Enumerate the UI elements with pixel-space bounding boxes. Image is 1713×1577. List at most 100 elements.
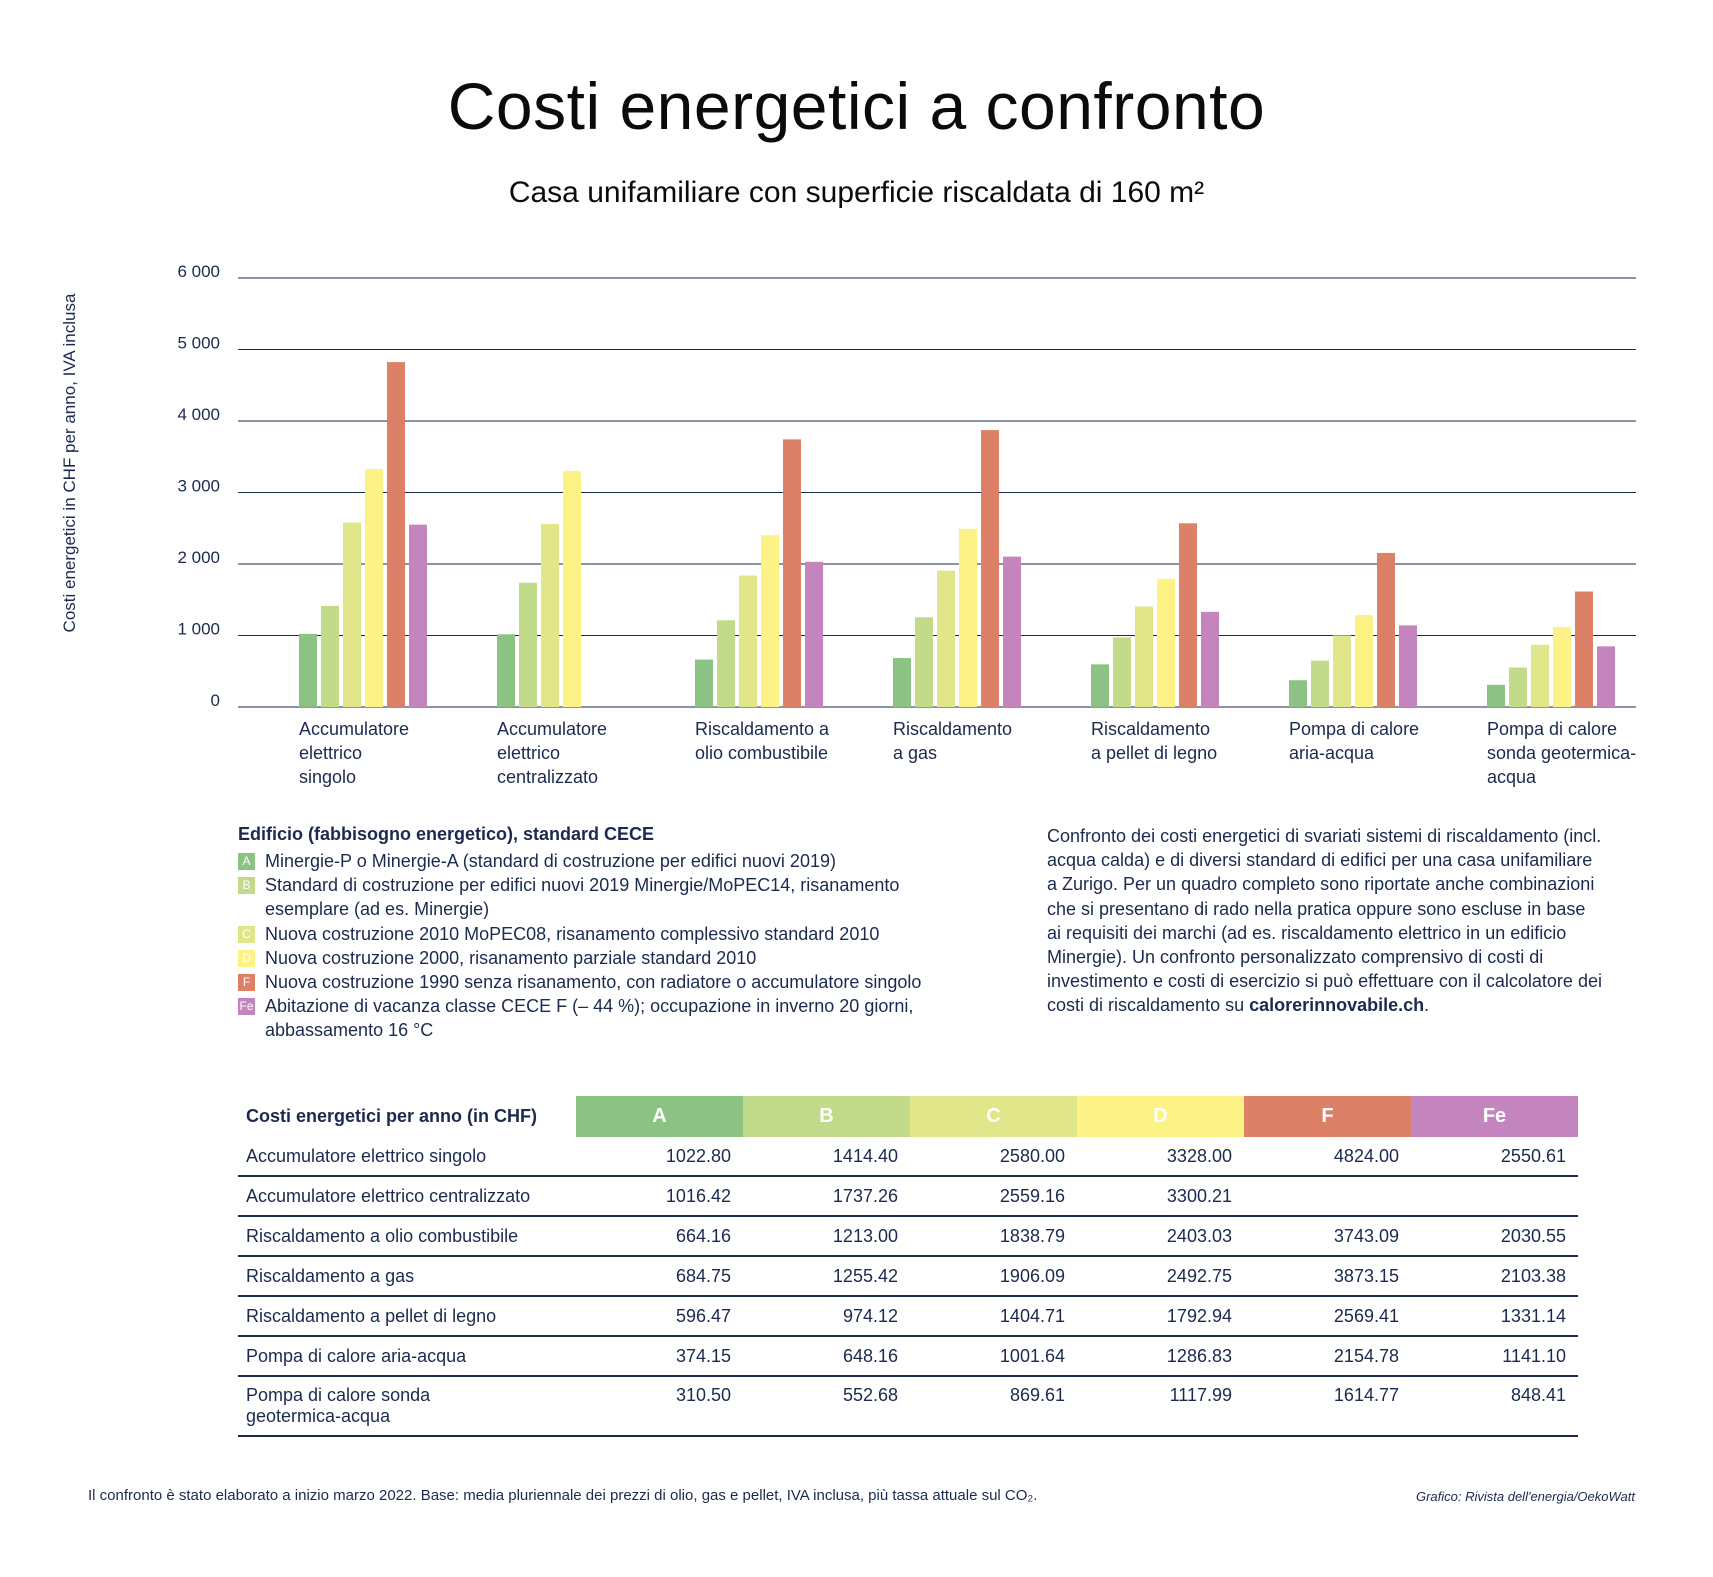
table-row-label: Riscaldamento a gas bbox=[238, 1256, 576, 1297]
bar-c bbox=[343, 522, 361, 707]
bar-d bbox=[959, 528, 977, 707]
table-cell: 684.75 bbox=[576, 1256, 743, 1297]
x-tick-label: centralizzato bbox=[497, 767, 598, 787]
table-row-label: Riscaldamento a olio combustibile bbox=[238, 1216, 576, 1257]
legend-swatch: A bbox=[238, 853, 255, 870]
table-cell: 1213.00 bbox=[743, 1216, 910, 1257]
table-cell: 1141.10 bbox=[1411, 1336, 1578, 1377]
table-cell: 2550.61 bbox=[1411, 1137, 1578, 1177]
table-cell: 596.47 bbox=[576, 1296, 743, 1337]
table-cell: 374.15 bbox=[576, 1336, 743, 1377]
description-line: a Zurigo. Per un quadro completo sono ri… bbox=[1047, 874, 1595, 895]
table-header-f: F bbox=[1244, 1096, 1411, 1137]
table-cell: 1906.09 bbox=[910, 1256, 1077, 1297]
legend-swatch: Fe bbox=[238, 998, 255, 1016]
bar-c bbox=[1333, 635, 1351, 707]
table-cell: 1117.99 bbox=[1077, 1376, 1244, 1437]
table-cell: 3873.15 bbox=[1244, 1256, 1411, 1297]
description-text: costi di riscaldamento su bbox=[1047, 995, 1250, 1016]
table-cell: 2492.75 bbox=[1077, 1256, 1244, 1297]
table-cell bbox=[1411, 1176, 1578, 1217]
legend-swatch: B bbox=[238, 877, 255, 895]
x-tick-label: elettrico bbox=[497, 743, 560, 763]
table-cell: 2569.41 bbox=[1244, 1296, 1411, 1337]
y-tick-label: 0 bbox=[211, 691, 220, 710]
table-cell: 1001.64 bbox=[910, 1336, 1077, 1377]
y-tick-label: 5 000 bbox=[177, 334, 220, 353]
bar-a bbox=[1289, 680, 1307, 707]
table-header-fe: Fe bbox=[1411, 1096, 1578, 1137]
page-subtitle: Casa unifamiliare con superficie riscald… bbox=[508, 176, 1205, 209]
table-row-label: Riscaldamento a pellet di legno bbox=[238, 1296, 576, 1337]
table-cell: 1022.80 bbox=[576, 1137, 743, 1177]
table-cell: 1414.40 bbox=[743, 1137, 910, 1177]
table-row-label: Pompa di calore aria-acqua bbox=[238, 1336, 576, 1377]
x-tick-label: Pompa di calore bbox=[1487, 719, 1617, 739]
table-cell: 1614.77 bbox=[1244, 1376, 1411, 1437]
table-cell: 2559.16 bbox=[910, 1176, 1077, 1217]
bar-d bbox=[1157, 578, 1175, 707]
bar-fe bbox=[1003, 556, 1021, 707]
legend-text: Standard di costruzione per edifici nuov… bbox=[265, 875, 900, 920]
y-axis-title: Costi energetici in CHF per anno, IVA in… bbox=[60, 293, 79, 633]
x-tick-label: singolo bbox=[299, 767, 356, 787]
bar-fe bbox=[1399, 625, 1417, 707]
bar-c bbox=[1135, 606, 1153, 707]
table-cell: 3743.09 bbox=[1244, 1216, 1411, 1257]
x-tick-label: elettrico bbox=[299, 743, 362, 763]
y-tick-label: 6 000 bbox=[177, 262, 220, 281]
bar-c bbox=[739, 575, 757, 707]
bar-a bbox=[299, 633, 317, 707]
bar-f bbox=[1377, 552, 1395, 707]
table-cell: 974.12 bbox=[743, 1296, 910, 1337]
table-cell: 1792.94 bbox=[1077, 1296, 1244, 1337]
x-tick-label: Accumulatore bbox=[299, 719, 409, 739]
bar-fe bbox=[1201, 611, 1219, 707]
table-header-c: C bbox=[910, 1096, 1077, 1137]
table-cell: 648.16 bbox=[743, 1336, 910, 1377]
table-cell: 1286.83 bbox=[1077, 1336, 1244, 1377]
bar-b bbox=[915, 617, 933, 707]
table-cell bbox=[1244, 1176, 1411, 1217]
description-line: costi di riscaldamento su calorerinnovab… bbox=[1047, 993, 1647, 1017]
page-title: Costi energetici a confronto bbox=[447, 69, 1266, 143]
bar-a bbox=[695, 659, 713, 707]
bar-f bbox=[1179, 523, 1197, 707]
description-text: . bbox=[1424, 995, 1430, 1016]
legend-swatch: D bbox=[238, 949, 255, 967]
table-row-label: Accumulatore elettrico centralizzato bbox=[238, 1176, 576, 1217]
table-cell: 1838.79 bbox=[910, 1216, 1077, 1257]
description: Confronto dei costi energetici di svaria… bbox=[1047, 824, 1647, 1018]
table-row-label: Pompa di calore sonda geotermica-acqua bbox=[238, 1376, 576, 1437]
table-cell: 3300.21 bbox=[1077, 1176, 1244, 1217]
legend-text: Nuova costruzione 1990 senza risanamento… bbox=[265, 972, 922, 992]
bar-d bbox=[563, 471, 581, 707]
table-cell: 664.16 bbox=[576, 1216, 743, 1257]
table-cell: 4824.00 bbox=[1244, 1137, 1411, 1177]
legend-text: Minergie-P o Minergie-A (standard di cos… bbox=[265, 851, 836, 871]
description-line: Minergie). Un confronto personalizzato c… bbox=[1047, 947, 1544, 968]
legend-text: Nuova costruzione 2000, risanamento parz… bbox=[265, 947, 757, 968]
bar-b bbox=[1113, 637, 1131, 707]
table-row: Accumulatore elettrico centralizzato 1016… bbox=[238, 1176, 1578, 1217]
x-tick-label: sonda geotermica- bbox=[1487, 743, 1636, 763]
bar-f bbox=[387, 362, 405, 707]
bar-a bbox=[1487, 684, 1505, 707]
table-cell: 1404.71 bbox=[910, 1296, 1077, 1337]
table-row: Pompa di calore sonda geotermica-acqua 310… bbox=[238, 1376, 1578, 1437]
website-link[interactable]: calorerinnovabile.ch bbox=[1249, 995, 1425, 1016]
table-row-label: Accumulatore elettrico singolo bbox=[238, 1137, 576, 1177]
table-row: Accumulatore elettrico singolo 1022.80 141… bbox=[238, 1137, 1578, 1177]
bar-fe bbox=[409, 524, 427, 707]
description-line: ai requisiti dei marchi (ad es. riscalda… bbox=[1047, 922, 1567, 943]
bar-d bbox=[1355, 614, 1373, 707]
legend-text: Nuova costruzione 2010 MoPEC08, risaname… bbox=[265, 923, 880, 944]
table-header-a: A bbox=[576, 1096, 743, 1137]
table-row: Riscaldamento a pellet di legno 596.47 974… bbox=[238, 1296, 1578, 1337]
legend-heading: Edificio (fabbisogno energetico), standa… bbox=[238, 824, 655, 844]
legend-swatch: F bbox=[238, 974, 255, 991]
bar-d bbox=[365, 469, 383, 707]
table-cell: 2103.38 bbox=[1411, 1256, 1578, 1297]
